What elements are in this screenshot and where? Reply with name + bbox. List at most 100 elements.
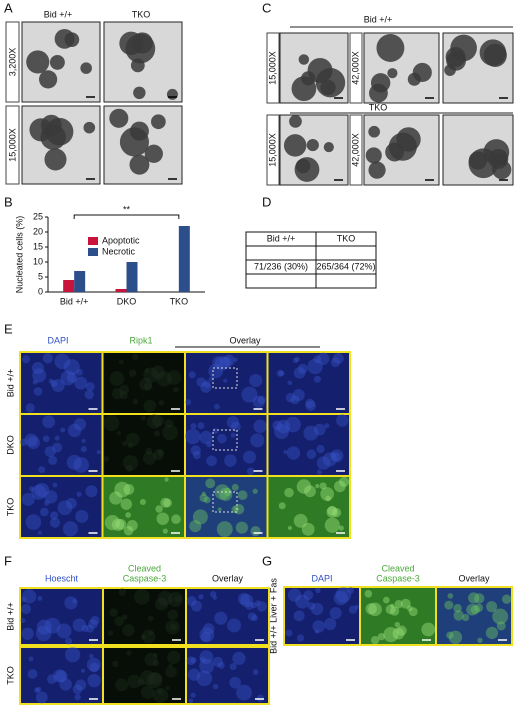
image-texture <box>53 669 67 683</box>
image-texture <box>319 482 327 490</box>
y-tick-label: 15 <box>33 241 43 251</box>
image-texture <box>190 692 196 698</box>
image-texture <box>205 478 216 489</box>
image-texture <box>72 618 86 632</box>
micrograph <box>19 413 104 477</box>
image-texture <box>85 485 98 498</box>
image-texture <box>200 382 212 393</box>
image-texture <box>323 142 334 153</box>
image-texture <box>122 455 139 471</box>
image-texture <box>289 115 302 128</box>
image-texture <box>25 514 42 530</box>
image-texture <box>59 678 72 691</box>
image-texture <box>214 403 220 410</box>
image-texture <box>203 496 211 504</box>
image-texture <box>477 637 483 643</box>
image-texture <box>199 656 206 663</box>
image-texture <box>305 400 316 412</box>
image-texture <box>80 62 92 74</box>
image-texture <box>115 678 129 692</box>
image-texture <box>324 517 340 533</box>
image-texture <box>200 631 211 643</box>
image-texture <box>64 32 80 48</box>
image-texture <box>283 134 307 157</box>
panel-label: F <box>4 553 12 568</box>
image-texture <box>400 598 411 609</box>
image-texture <box>65 647 81 663</box>
legend-label: Apoptotic <box>102 235 140 245</box>
micrograph <box>279 114 349 186</box>
panel-label: C <box>262 0 271 15</box>
image-texture <box>453 610 464 621</box>
image-texture <box>241 386 258 403</box>
image-texture <box>421 622 436 637</box>
image-background <box>19 413 104 477</box>
image-texture <box>152 414 165 427</box>
image-texture <box>486 601 498 613</box>
column-header: Caspase-3 <box>123 573 167 583</box>
image-texture <box>285 416 301 433</box>
image-texture <box>152 660 160 667</box>
image-texture <box>37 595 43 601</box>
x-tick-label: Bid +/+ <box>60 296 89 306</box>
image-texture <box>240 593 254 608</box>
image-texture <box>20 618 26 623</box>
row-label: 15,000X <box>267 51 277 85</box>
image-texture <box>396 625 407 636</box>
image-texture <box>165 685 170 691</box>
image-texture <box>407 72 421 86</box>
micrograph <box>184 413 269 477</box>
image-texture <box>446 631 454 639</box>
column-header: DAPI <box>311 573 332 583</box>
image-texture <box>152 687 169 704</box>
image-texture <box>216 521 233 538</box>
image-texture <box>166 370 182 385</box>
image-texture <box>316 444 325 454</box>
image-texture <box>330 449 344 463</box>
image-texture <box>192 451 201 460</box>
column-header: Cleaved <box>128 563 161 573</box>
image-texture <box>229 662 237 671</box>
image-texture <box>444 600 454 610</box>
row-label: TKO <box>5 666 15 685</box>
image-texture <box>206 455 217 467</box>
image-texture <box>325 495 331 502</box>
image-texture <box>169 623 177 631</box>
image-texture <box>73 457 90 473</box>
image-texture <box>54 353 70 370</box>
micrograph <box>103 21 183 103</box>
image-texture <box>274 423 290 440</box>
image-texture <box>72 598 77 604</box>
image-texture <box>32 368 47 383</box>
image-texture <box>189 520 202 533</box>
image-texture <box>167 650 181 664</box>
image-texture <box>44 490 58 504</box>
panel-label: A <box>4 0 13 15</box>
image-texture <box>212 595 218 600</box>
image-texture <box>125 512 131 518</box>
image-texture <box>44 446 56 458</box>
image-texture <box>26 50 50 74</box>
micrograph <box>19 475 104 539</box>
image-texture <box>223 378 228 383</box>
image-texture <box>45 117 74 146</box>
image-texture <box>287 525 293 531</box>
magnification-box <box>266 32 280 104</box>
image-texture <box>162 528 168 534</box>
image-texture <box>388 132 417 161</box>
row-label: TKO <box>5 498 15 517</box>
image-texture <box>104 515 120 531</box>
image-texture <box>212 656 223 668</box>
image-texture <box>317 352 330 365</box>
image-background <box>185 646 270 705</box>
image-texture <box>385 604 396 615</box>
micrograph <box>363 32 440 104</box>
image-texture <box>199 650 214 665</box>
image-texture <box>38 466 46 474</box>
image-texture <box>383 627 399 643</box>
image-texture <box>394 599 403 609</box>
image-texture <box>316 456 331 470</box>
image-texture <box>116 431 122 436</box>
micrograph <box>185 646 270 705</box>
image-background <box>102 587 187 646</box>
